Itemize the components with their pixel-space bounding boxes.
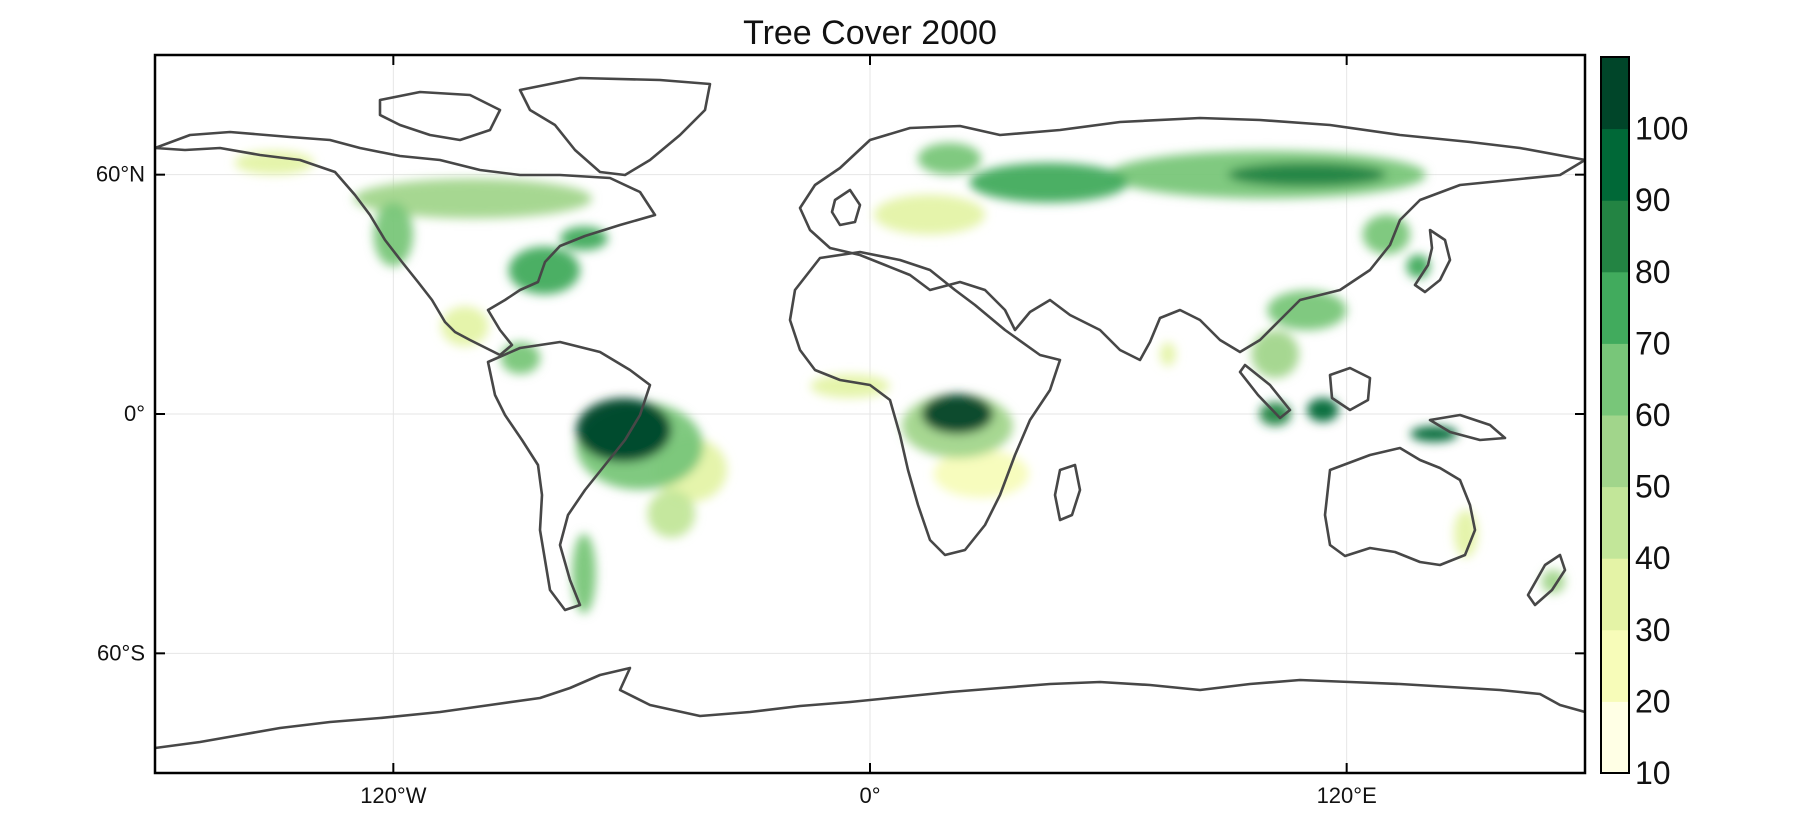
colorbar-tick-label: 10 (1635, 755, 1671, 791)
coast-australia (1325, 448, 1475, 565)
tree-cover-raster (234, 143, 1565, 614)
colorbar-swatch (1601, 630, 1629, 702)
cover-region-china-south (1267, 290, 1346, 330)
colorbar-tick-label: 90 (1635, 182, 1671, 218)
coast-greenland (520, 78, 710, 175)
cover-region-brazil-south (648, 490, 696, 538)
colorbar-swatch (1601, 558, 1629, 630)
lon-tick-label: 120°W (360, 783, 427, 808)
colorbar-swatch (1601, 272, 1629, 344)
colorbar-swatch (1601, 487, 1629, 559)
lat-tick-label: 60°S (97, 640, 145, 665)
cover-region-congo (922, 394, 994, 434)
lon-tick-label: 0° (859, 783, 880, 808)
colorbar-tick-label: 70 (1635, 325, 1671, 361)
colorbar-tick-label: 100 (1635, 111, 1688, 147)
colorbar-swatch (1601, 415, 1629, 487)
cover-region-siberia-dense (1228, 163, 1387, 187)
colorbar-swatch (1601, 57, 1629, 129)
colorbar: 10 20 30 40 50 60 70 80 90 100 (1601, 57, 1688, 791)
cover-region-borneo (1307, 398, 1339, 422)
colorbar-swatch (1601, 701, 1629, 773)
cover-region-andes-south (572, 534, 596, 614)
cover-region-west-africa (810, 374, 889, 398)
cover-region-amazon (576, 398, 671, 462)
coast-arctic-islands (380, 92, 500, 140)
cover-region-india-west (1160, 342, 1176, 366)
coast-british-isles (832, 190, 860, 225)
colorbar-tick-label: 60 (1635, 397, 1671, 433)
colorbar-tick-label: 30 (1635, 612, 1671, 648)
cover-region-russia-west (969, 163, 1128, 203)
lat-tick-label: 60°N (96, 162, 145, 187)
coast-madagascar (1055, 465, 1080, 520)
lon-tick-label: 120°E (1317, 783, 1377, 808)
cover-region-alaska (234, 151, 313, 175)
colorbar-tick-label: 20 (1635, 683, 1671, 719)
colorbar-tick-label: 80 (1635, 254, 1671, 290)
cover-region-us-west (373, 203, 413, 267)
cover-region-europe (874, 195, 985, 235)
cover-region-scandinavia (918, 143, 982, 175)
colorbar-swatch (1601, 129, 1629, 201)
lat-tick-label: 0° (124, 401, 145, 426)
cover-region-se-asia (1251, 330, 1299, 378)
colorbar-tick-label: 50 (1635, 469, 1671, 505)
colorbar-swatch (1601, 200, 1629, 272)
cover-region-us-east (509, 246, 581, 294)
colorbar-tick-label: 40 (1635, 540, 1671, 576)
cover-region-new-guinea (1410, 426, 1458, 442)
colorbar-swatch (1601, 343, 1629, 415)
